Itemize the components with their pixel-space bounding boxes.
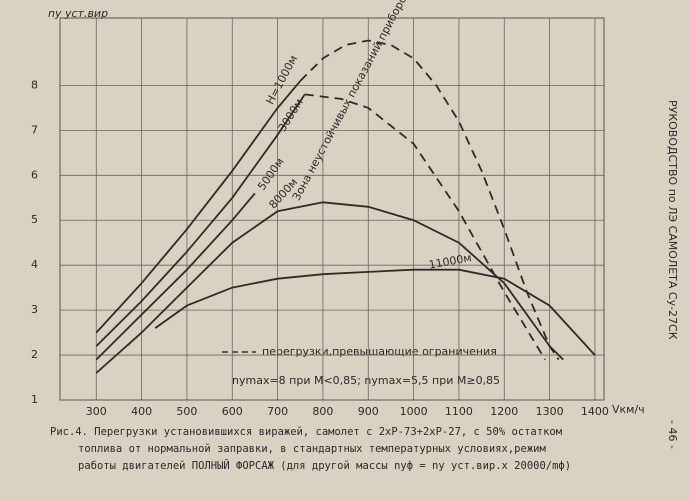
y-tick-label: 8 <box>31 78 38 91</box>
y-tick-label: 3 <box>31 303 38 316</box>
page-number: - 46 - <box>666 420 679 449</box>
x-tick-label: 700 <box>267 405 288 418</box>
y-tick-label: 6 <box>31 168 38 181</box>
note-dashed: перегрузки,превышающие ограничения <box>262 345 497 358</box>
x-tick-label: 500 <box>176 405 197 418</box>
side-title: РУКОВОДСТВО по ЛЭ САМОЛЕТА Су-27СК <box>666 100 679 340</box>
x-tick-label: 400 <box>131 405 152 418</box>
x-axis-label: Vкм/ч <box>612 403 645 416</box>
caption-line: Рис.4. Перегрузки установившихся виражей… <box>50 426 563 438</box>
x-tick-label: 1100 <box>445 405 473 418</box>
x-tick-label: 1200 <box>490 405 518 418</box>
x-tick-label: 1400 <box>581 405 609 418</box>
curve <box>154 268 596 356</box>
curve <box>95 201 564 374</box>
y-tick-label: 2 <box>31 348 38 361</box>
plot-frame <box>59 17 605 401</box>
x-tick-label: 300 <box>86 405 107 418</box>
note-limits: nymax=8 при M<0,85; nymax=5,5 при M≥0,85 <box>232 374 500 387</box>
caption-line: топлива от нормальной заправки, в станда… <box>78 443 546 455</box>
x-tick-label: 900 <box>358 405 379 418</box>
x-tick-label: 600 <box>222 405 243 418</box>
curve <box>95 192 256 361</box>
y-tick-label: 1 <box>31 393 38 406</box>
curve <box>304 93 546 361</box>
curve <box>95 93 306 347</box>
x-tick-label: 1000 <box>400 405 428 418</box>
x-tick-label: 800 <box>312 405 333 418</box>
y-tick-label: 4 <box>31 258 38 271</box>
caption-line: работы двигателей ПОЛНЫЙ ФОРСАЖ (для дру… <box>78 459 571 472</box>
curve <box>95 80 301 334</box>
y-axis-label: ny уст.вир <box>48 7 108 20</box>
y-tick-label: 7 <box>31 123 38 136</box>
x-tick-label: 1300 <box>536 405 564 418</box>
y-tick-label: 5 <box>31 213 38 226</box>
